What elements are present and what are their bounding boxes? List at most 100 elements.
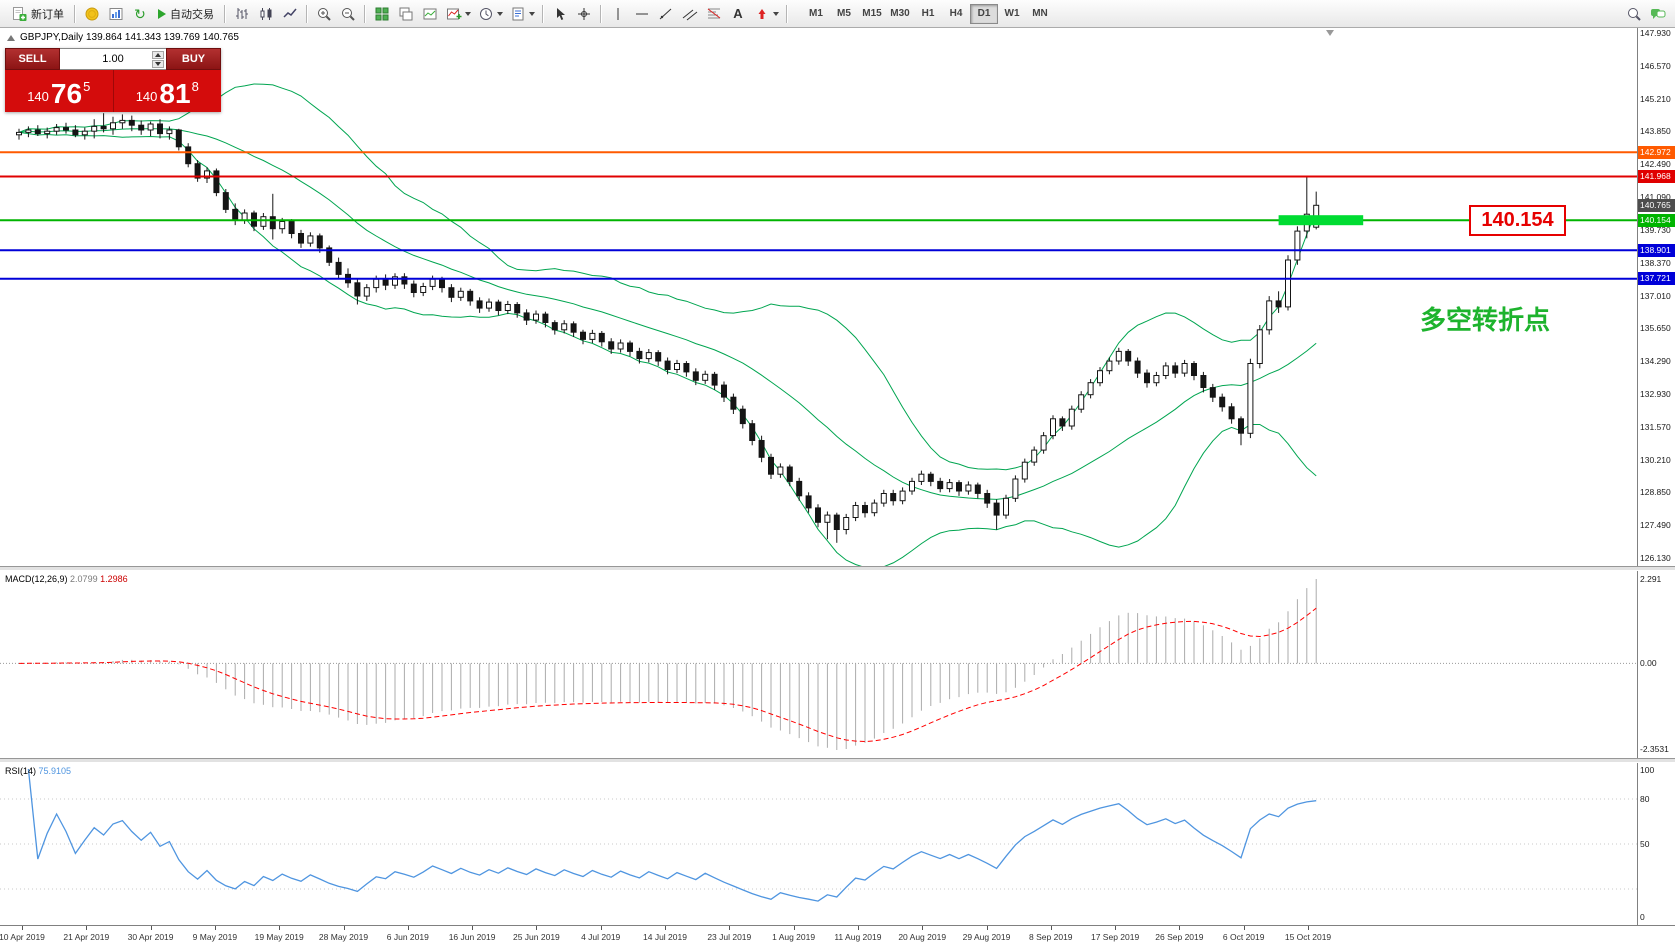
date-label: 19 May 2019 [254, 932, 304, 942]
search-icon [1628, 7, 1641, 21]
zoom-in-button[interactable] [312, 3, 336, 25]
coin-icon-button[interactable] [80, 3, 104, 25]
buy-button[interactable]: BUY [166, 48, 221, 70]
collapse-arrow-icon[interactable] [7, 35, 15, 41]
bar-chart-type-button[interactable] [230, 3, 254, 25]
price-level-label[interactable]: 140.154 [1469, 205, 1566, 236]
panel-divider[interactable] [0, 566, 1675, 571]
macd-canvas[interactable] [0, 571, 1637, 758]
timeframe-MN[interactable]: MN [1032, 8, 1048, 19]
candle-body [984, 493, 991, 504]
timeframe-W1[interactable]: W1 [1004, 8, 1020, 19]
timeframe-M30[interactable]: M30 [890, 8, 910, 19]
chart-window-button[interactable] [418, 3, 442, 25]
toolbar-separator [600, 4, 602, 23]
candle-body [25, 129, 32, 133]
cursor-button[interactable] [548, 3, 572, 25]
price-axis[interactable]: 2.291 0.00 -2.3531 100 80 50 0 147.930 14… [1637, 28, 1675, 925]
candle-body [589, 332, 596, 340]
highlight-rectangle[interactable] [1278, 215, 1364, 226]
candle-body [1285, 259, 1291, 308]
timeframe-D1[interactable]: D1 [970, 3, 998, 24]
candle-body [100, 125, 107, 130]
timeframe-M1[interactable]: M1 [809, 8, 823, 19]
macd-panel[interactable]: MACD(12,26,9) 2.0799 1.2986 [0, 571, 1637, 758]
text-button[interactable]: A [726, 3, 750, 25]
buy-price-prefix: 140 [135, 89, 158, 104]
new-order-icon [13, 6, 27, 21]
candle-body [918, 473, 925, 482]
candle-body [880, 493, 887, 504]
candle-body [1256, 329, 1263, 364]
panel-divider[interactable] [0, 758, 1675, 763]
sell-button[interactable]: SELL [5, 48, 60, 70]
cascade-windows-button[interactable] [394, 3, 418, 25]
price-chart-panel[interactable]: GBPJPY,Daily 139.864 141.343 139.769 140… [0, 28, 1637, 566]
toolbar-separator [786, 4, 788, 23]
candle-body [1106, 360, 1113, 372]
refresh-button[interactable]: ↻ [128, 3, 152, 25]
candle-body [260, 216, 267, 227]
candle-body [448, 287, 455, 298]
candle-body [232, 208, 239, 221]
date-label: 14 Jul 2019 [643, 932, 687, 942]
buy-price[interactable]: 140 81 8 [114, 70, 222, 112]
candle-body [852, 505, 859, 518]
rsi-canvas[interactable] [0, 763, 1637, 925]
candle-body [194, 163, 201, 179]
trendline-button[interactable] [654, 3, 678, 25]
vertical-line-button[interactable] [606, 3, 630, 25]
date-tick [536, 926, 538, 930]
chart-shift-marker-icon[interactable] [1326, 30, 1334, 36]
sell-price[interactable]: 140 76 5 [5, 70, 113, 112]
timeframe-M15[interactable]: M15 [862, 8, 882, 19]
community-button[interactable] [1646, 3, 1670, 25]
cursor-icon [557, 7, 565, 20]
indicators-button[interactable] [442, 3, 474, 25]
volume-down-button[interactable] [152, 60, 164, 68]
date-label: 10 Apr 2019 [0, 932, 45, 942]
candle-body [815, 507, 821, 523]
rsi-panel[interactable]: RSI(14) 75.9105 [0, 763, 1637, 925]
arrows-button[interactable] [750, 3, 782, 25]
date-label: 8 Sep 2019 [1029, 932, 1073, 942]
candle-body [335, 261, 342, 275]
date-tick [1308, 926, 1309, 930]
candle-body [288, 221, 295, 234]
timeframe-H4[interactable]: H4 [949, 8, 963, 19]
fibonacci-button[interactable] [702, 3, 726, 25]
toolbar: 新订单 ↻ 自动交易 [0, 0, 1675, 28]
candle-body [655, 352, 662, 362]
date-axis[interactable]: 10 Apr 2019 21 Apr 2019 30 Apr 2019 9 May 2… [0, 925, 1675, 948]
autotrade-button[interactable]: 自动交易 [152, 3, 220, 25]
timeframe-M5[interactable]: M5 [837, 8, 851, 19]
date-label: 11 Aug 2019 [834, 932, 882, 942]
search-button[interactable] [1622, 3, 1646, 25]
horizontal-line-button[interactable] [630, 3, 654, 25]
periods-button[interactable] [474, 3, 506, 25]
zoom-out-button[interactable] [336, 3, 360, 25]
templates-button[interactable] [506, 3, 538, 25]
line-chart-type-button[interactable] [278, 3, 302, 25]
candle-body [909, 480, 915, 492]
market-watch-button[interactable] [104, 3, 128, 25]
new-order-button[interactable]: 新订单 [5, 3, 70, 25]
date-label: 23 Jul 2019 [707, 932, 752, 942]
crosshair-button[interactable] [572, 3, 596, 25]
candle-body [692, 371, 699, 381]
candle-body [674, 363, 680, 370]
timeframe-H1[interactable]: H1 [921, 8, 935, 19]
rsi-name: RSI(14) [5, 766, 37, 776]
candle-body [1021, 461, 1028, 480]
price-chart-canvas[interactable] [0, 28, 1637, 566]
tile-windows-button[interactable] [370, 3, 394, 25]
candle-body [617, 342, 624, 350]
date-tick [407, 926, 409, 930]
macd-main-value: 2.0799 [70, 574, 98, 584]
volume-input[interactable]: 1.00 [60, 48, 166, 70]
volume-up-button[interactable] [152, 51, 164, 59]
candle-body [956, 482, 962, 492]
channel-button[interactable] [678, 3, 702, 25]
candlestick-chart-type-button[interactable] [254, 3, 278, 25]
